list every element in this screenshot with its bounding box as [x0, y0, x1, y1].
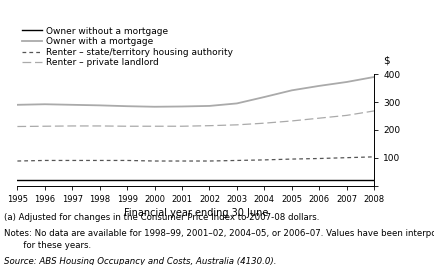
- Legend: Owner without a mortgage, Owner with a mortgage, Renter – state/territory housin: Owner without a mortgage, Owner with a m…: [22, 26, 233, 68]
- Text: for these years.: for these years.: [4, 241, 91, 250]
- X-axis label: Financial year ending 30 June: Financial year ending 30 June: [123, 208, 267, 218]
- Text: $: $: [382, 55, 389, 65]
- Text: Source: ABS Housing Occupancy and Costs, Australia (4130.0).: Source: ABS Housing Occupancy and Costs,…: [4, 257, 276, 265]
- Text: (a) Adjusted for changes in the Consumer Price Index to 2007-08 dollars.: (a) Adjusted for changes in the Consumer…: [4, 213, 319, 222]
- Text: Notes: No data are available for 1998–99, 2001–02, 2004–05, or 2006–07. Values h: Notes: No data are available for 1998–99…: [4, 229, 434, 238]
